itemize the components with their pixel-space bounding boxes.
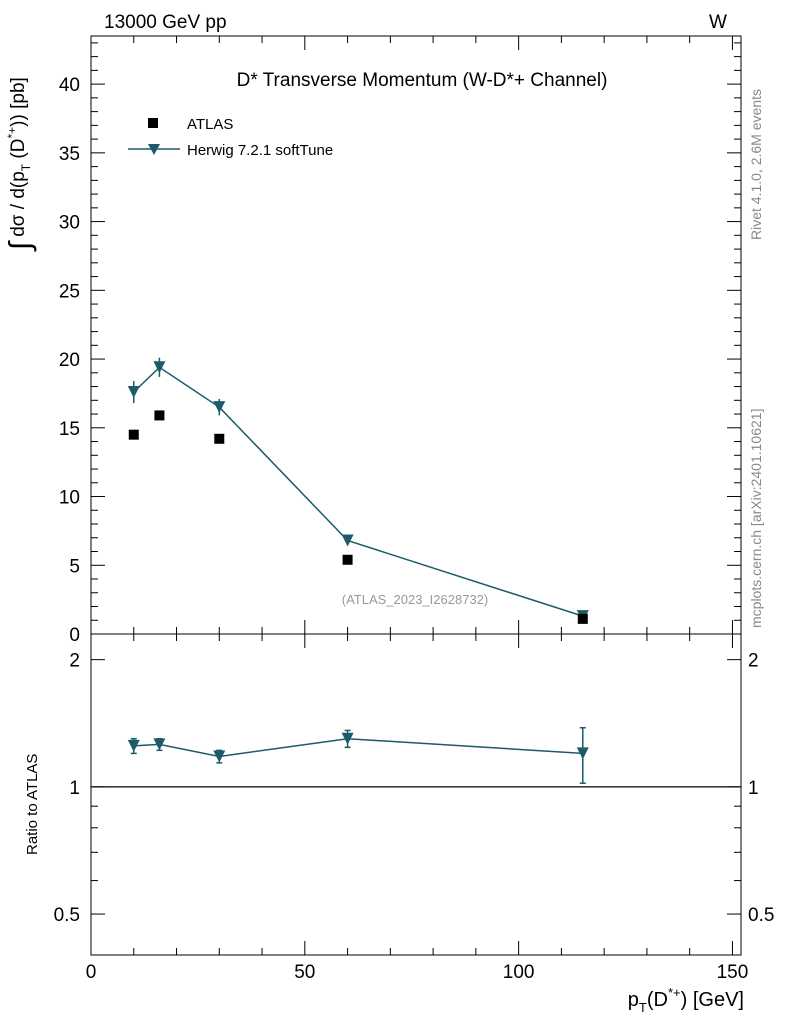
svg-text:∫dσ / d(pT (D*+)) [pb]: ∫dσ / d(pT (D*+)) [pb]: [4, 77, 37, 252]
ratio-y-tick-label-left: 0.5: [54, 905, 80, 926]
y-tick-label: 15: [59, 419, 80, 440]
legend-data-marker: [148, 118, 158, 128]
ratio-point: [153, 738, 166, 751]
y-tick-label: 30: [59, 213, 80, 234]
mc-point: [213, 401, 226, 414]
ratio-line: [133, 737, 583, 758]
x-tick-label: 50: [294, 962, 315, 983]
integral-sign: ∫: [4, 240, 37, 252]
data-point: [577, 613, 588, 624]
mc-series: [127, 357, 589, 623]
y-tick-label: 25: [59, 281, 80, 302]
ratio-y-tick-label-left: 1: [69, 778, 80, 799]
ratio-y-tick-label-right: 0.5: [748, 905, 774, 926]
data-point: [214, 433, 225, 444]
ratio-point: [576, 747, 589, 760]
rivet-version: Rivet 4.1.0, 2.6M events: [748, 89, 764, 240]
y-axis-label: ∫dσ / d(pT (D*+)) [pb]: [4, 77, 37, 252]
ratio-point: [341, 732, 354, 745]
ratio-y-tick-label-left: 2: [69, 651, 80, 672]
ratio-series: [127, 726, 589, 784]
mc-point: [127, 386, 140, 399]
mc-line: [133, 366, 584, 617]
ratio-y-tick-label-right: 1: [748, 778, 759, 799]
y-tick-label: 40: [59, 75, 80, 96]
legend-mc-label: Herwig 7.2.1 softTune: [187, 142, 333, 159]
ratio-y-tick-label-right: 2: [748, 651, 759, 672]
legend-mc-marker: [148, 144, 160, 155]
mc-point: [341, 534, 354, 547]
data-series: [128, 410, 588, 624]
x-axis-label: pT(D*+) [GeV]: [628, 985, 744, 1015]
header-energy: 13000 GeV pp: [104, 12, 227, 33]
y-tick-label: 20: [59, 350, 80, 371]
y-tick-label: 10: [59, 488, 80, 509]
ratio-y-axis-label: Ratio to ATLAS: [24, 754, 41, 855]
x-tick-label: 150: [717, 962, 749, 983]
ratio-point: [127, 739, 140, 752]
x-tick-label: 100: [503, 962, 535, 983]
ratio-point: [213, 750, 226, 763]
y-tick-label: 35: [59, 144, 80, 165]
ticklabels-layer: 0 50 100 150 0 5 10 15 20 25 30 35 40 0.5 0.5 1 1 2 2: [54, 75, 775, 983]
mc-point: [153, 361, 166, 374]
legend-data-label: ATLAS: [187, 116, 233, 133]
data-point: [154, 410, 165, 421]
chart-title: D* Transverse Momentum (W-D*+ Channel): [237, 70, 608, 91]
mcplots-credit: mcplots.cern.ch [arXiv:2401.10621]: [748, 409, 764, 628]
y-tick-label: 5: [69, 556, 80, 577]
header-process: W: [709, 12, 727, 33]
data-point: [128, 429, 139, 440]
ratio-plot-frame: [90, 633, 742, 956]
x-tick-label: 0: [86, 962, 97, 983]
data-point: [342, 554, 353, 565]
y-tick-label: 0: [69, 625, 80, 646]
analysis-id: (ATLAS_2023_I2628732): [342, 592, 488, 607]
ticks-layer: [90, 36, 741, 956]
